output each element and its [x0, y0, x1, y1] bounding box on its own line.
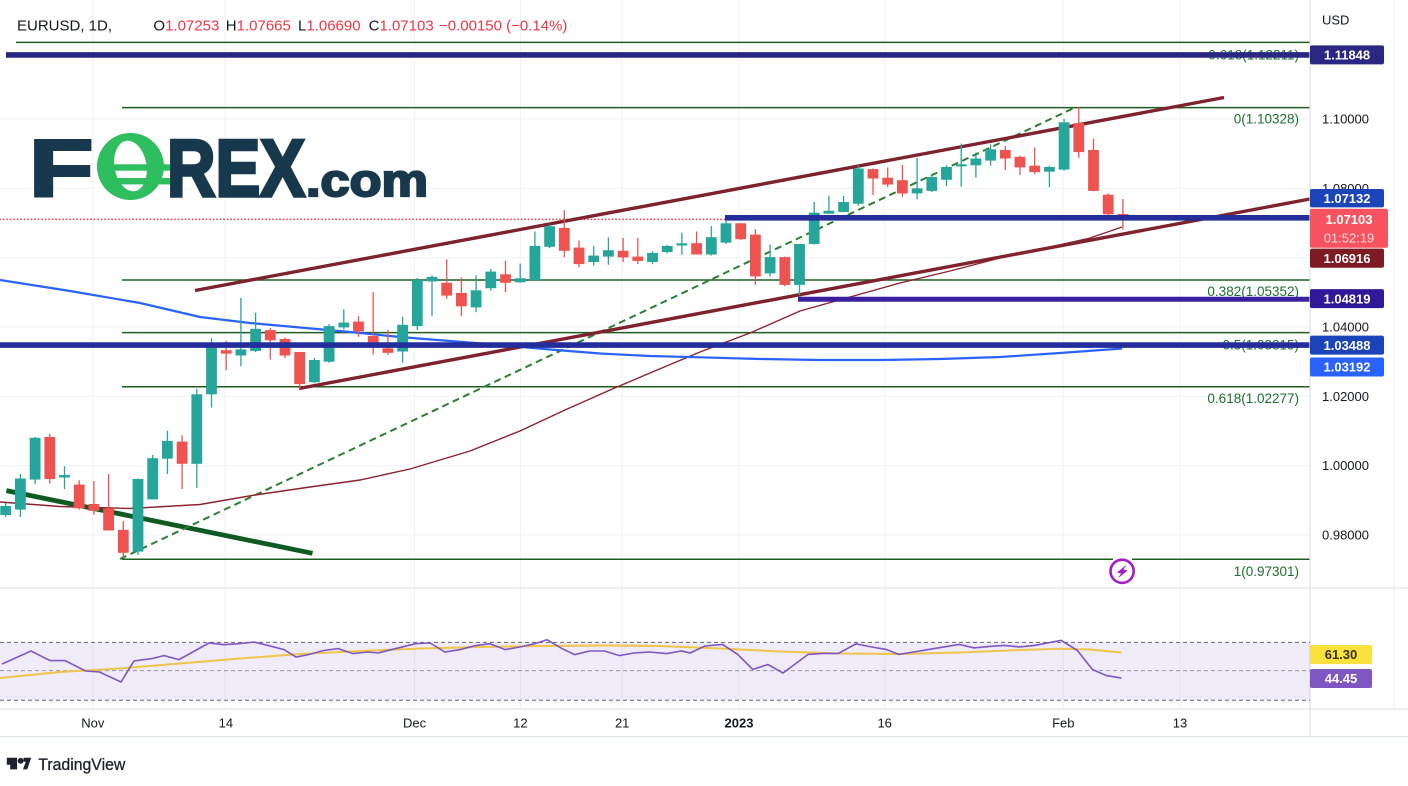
- svg-text:.com: .com: [306, 155, 428, 206]
- svg-text:1.07132: 1.07132: [1324, 191, 1371, 206]
- svg-text:C1.07103: C1.07103: [369, 18, 434, 35]
- svg-text:L1.06690: L1.06690: [298, 18, 361, 35]
- svg-text:1.02000: 1.02000: [1322, 389, 1369, 404]
- svg-text:1.03488: 1.03488: [1324, 338, 1371, 353]
- svg-text:1.03192: 1.03192: [1324, 360, 1371, 375]
- svg-text:Feb: Feb: [1052, 716, 1074, 731]
- svg-text:1.00000: 1.00000: [1322, 458, 1369, 473]
- svg-text:1.04000: 1.04000: [1322, 320, 1369, 335]
- svg-text:1.11848: 1.11848: [1324, 47, 1370, 62]
- svg-text:−0.00150 (−0.14%): −0.00150 (−0.14%): [439, 18, 567, 35]
- svg-text:21: 21: [615, 716, 629, 731]
- svg-text:O1.07253: O1.07253: [153, 18, 219, 35]
- svg-text:44.45: 44.45: [1325, 671, 1358, 686]
- svg-text:12: 12: [513, 716, 527, 731]
- svg-text:16: 16: [877, 716, 891, 731]
- svg-text:1.06916: 1.06916: [1324, 251, 1371, 266]
- svg-text:01:52:19: 01:52:19: [1324, 231, 1375, 246]
- svg-text:EURUSD, 1D,: EURUSD, 1D,: [17, 18, 112, 35]
- svg-text:REX: REX: [167, 124, 305, 214]
- svg-text:1.07103: 1.07103: [1326, 212, 1373, 227]
- svg-text:61.30: 61.30: [1325, 647, 1358, 662]
- svg-text:0.98000: 0.98000: [1322, 528, 1369, 543]
- svg-text:0.382(1.05352): 0.382(1.05352): [1207, 284, 1299, 299]
- svg-text:Nov: Nov: [81, 716, 105, 731]
- svg-text:H1.07665: H1.07665: [226, 18, 291, 35]
- svg-text:14: 14: [219, 716, 233, 731]
- svg-text:USD: USD: [1322, 13, 1349, 28]
- svg-text:13: 13: [1173, 716, 1187, 731]
- svg-text:2023: 2023: [725, 716, 754, 731]
- svg-text:0(1.10328): 0(1.10328): [1234, 112, 1299, 127]
- svg-text:0.618(1.02277): 0.618(1.02277): [1207, 391, 1299, 406]
- svg-text:F: F: [29, 123, 93, 214]
- svg-text:Dec: Dec: [403, 716, 427, 731]
- svg-text:1.04819: 1.04819: [1324, 291, 1371, 306]
- svg-text:TradingView: TradingView: [38, 755, 126, 774]
- svg-text:1(0.97301): 1(0.97301): [1234, 564, 1299, 579]
- svg-text:1.10000: 1.10000: [1322, 112, 1369, 127]
